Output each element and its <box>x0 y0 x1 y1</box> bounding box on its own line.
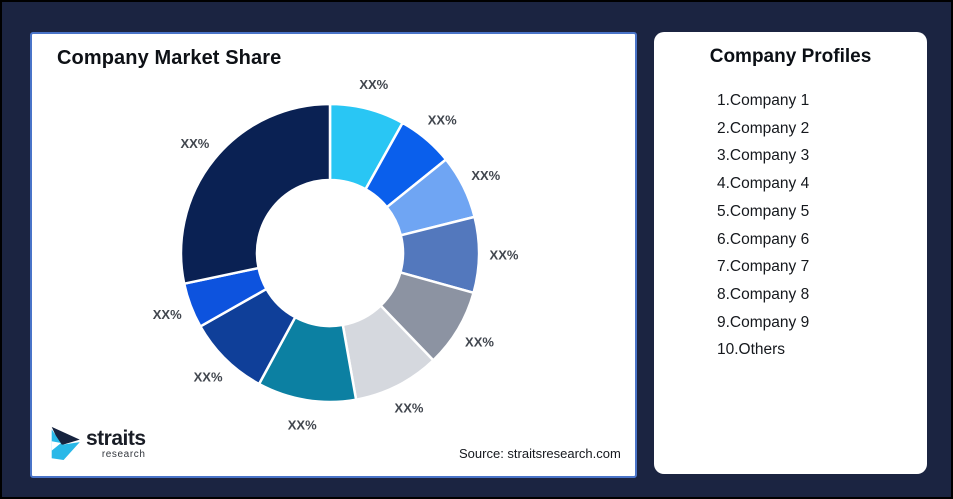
market-share-card: XX% XX% XX% XX% XX% XX% XX% XX% XX% XX% Company M… <box>30 32 637 478</box>
slice-label: XX% <box>153 307 182 322</box>
company-list-item: 3.Company 3 <box>717 147 810 165</box>
slice-label: XX% <box>471 168 500 183</box>
source-attribution: Source: straitsresearch.com <box>459 446 621 461</box>
logo-sub-text: research <box>101 449 146 460</box>
company-list-item: 8.Company 8 <box>717 285 810 303</box>
slice-label: XX% <box>490 248 519 263</box>
company-profiles-card: Company Profiles 1.Company 1 2.Company 2… <box>654 32 927 474</box>
company-list-item: 9.Company 9 <box>717 313 810 331</box>
slice-label: XX% <box>395 401 424 416</box>
slice-label: XX% <box>465 335 494 350</box>
company-list: 1.Company 1 2.Company 2 3.Company 3 4.Co… <box>654 87 927 364</box>
company-list-item: 4.Company 4 <box>717 175 810 193</box>
slice-label: XX% <box>359 77 388 92</box>
straits-research-logo: straits research <box>50 423 146 463</box>
donut-segment-10 <box>179 102 332 285</box>
company-list-item: 6.Company 6 <box>717 230 810 248</box>
profiles-title: Company Profiles <box>709 46 872 67</box>
company-list-item: 2.Company 2 <box>717 119 810 137</box>
logo-brand-text: straits <box>86 427 146 450</box>
slice-label: XX% <box>428 113 457 128</box>
donut-chart: XX% XX% XX% XX% XX% XX% XX% XX% XX% XX% <box>153 77 519 432</box>
logo-text: straits research <box>86 427 146 460</box>
straits-logo-icon <box>51 426 80 460</box>
company-list-item: 1.Company 1 <box>717 92 810 109</box>
company-list-item: 5.Company 5 <box>717 202 810 220</box>
slice-label: XX% <box>194 370 223 385</box>
company-list-item: 7.Company 7 <box>717 258 810 276</box>
company-list-item: 10.Others <box>717 341 786 359</box>
slice-label: XX% <box>288 417 317 432</box>
slice-label: XX% <box>180 136 209 151</box>
chart-title: Company Market Share <box>57 47 282 69</box>
